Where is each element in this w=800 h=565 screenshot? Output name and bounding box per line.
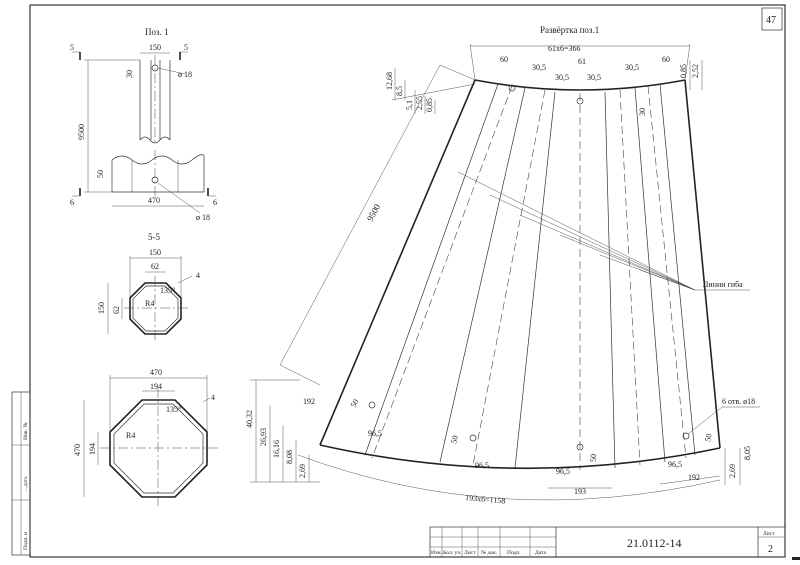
dev-left-bottom-3: 16,16 [272, 440, 281, 458]
pos1-dim-9500: 9500 [77, 124, 86, 140]
dev-left-bottom-1: 40,32 [245, 410, 254, 428]
section-55-chamfer: 135° [160, 286, 175, 295]
dev-bottom-96-5-c: 96,5 [556, 467, 570, 476]
dev-bottom-96-5-b: 96,5 [475, 461, 489, 470]
section-55-thickness: 4 [196, 271, 200, 280]
section-66-radius: R4 [126, 431, 135, 440]
dev-bottom-50-a: 50 [349, 398, 361, 409]
section-66-dim-470-left: 470 [73, 444, 82, 456]
sheet-label: Лист [763, 531, 775, 537]
dev-top-total: 61x6=366 [548, 44, 581, 53]
section-66-dim-194-top: 194 [150, 382, 162, 391]
section-55-dim-150-left: 150 [97, 302, 106, 314]
dev-right-dim-2: 2,52 [691, 64, 700, 78]
pos1-dim-30: 30 [125, 70, 134, 78]
title-col-list: Лист [464, 550, 476, 556]
title-block: Изм. Кол. уч. Лист № док. Подп. Дата 21.… [429, 526, 786, 558]
dev-left-dim-3: 5,1 [405, 100, 414, 110]
dev-top-60-left: 60 [500, 55, 508, 64]
page-number-box [761, 7, 783, 31]
corner-mark [792, 557, 800, 560]
dev-bottom-96-5-d: 96,5 [668, 460, 682, 469]
pos1-dim-470: 470 [148, 196, 160, 205]
page-number: 47 [766, 15, 776, 26]
dev-bottom-50-d: 50 [703, 433, 713, 443]
dev-top-30-5-b: 30,5 [555, 73, 569, 82]
dev-right-dim-1: 0,85 [679, 64, 688, 78]
section-55-dim-62-left: 62 [112, 306, 121, 314]
dev-left-dim-1: 12,68 [385, 72, 394, 90]
section-55-title: 5-5 [148, 232, 160, 242]
dev-top-60-right: 60 [662, 55, 670, 64]
pos1-hole-bottom: ø 18 [196, 213, 210, 222]
pos1-dim-150: 150 [149, 43, 161, 52]
dev-bottom-96-5-a: 96,5 [368, 429, 382, 438]
dev-top-30-5-c: 30,5 [587, 73, 601, 82]
side-stamp-label-1: Инв. № [23, 422, 29, 440]
section-mark-6-left: 6 [70, 198, 74, 207]
side-stamp: Инв. № …дата Подп. и [11, 391, 31, 556]
section-66-thickness: 4 [211, 393, 215, 402]
section-mark-6-right: 6 [213, 198, 217, 207]
section-6-6: 470 194 470 194 135° R4 4 [73, 368, 218, 508]
dev-bottom-193: 193 [574, 487, 586, 496]
dev-right-bottom-1: 8,05 [743, 446, 752, 460]
dev-top-30-5-d: 30,5 [625, 63, 639, 72]
section-55-dim-62-top: 62 [151, 262, 159, 271]
dev-top-30-5-a: 30,5 [532, 63, 546, 72]
section-66-dim-470-top: 470 [150, 368, 162, 377]
dev-left-dim-2: 8,5 [395, 86, 404, 96]
title-col-doc: № док. [481, 550, 498, 556]
side-stamp-label-3: Подп. и [23, 532, 29, 550]
dev-bottom-50-c: 50 [589, 454, 598, 462]
dev-right-30: 30 [638, 108, 647, 116]
title-col-kol: Кол. уч. [443, 550, 462, 556]
section-55-dim-150-top: 150 [149, 248, 161, 257]
pos1-title: Поз. 1 [145, 27, 169, 37]
section-mark-5-left: 5 [70, 43, 74, 52]
dev-left-bottom-4: 8,08 [285, 450, 294, 464]
pos1-hole-top: ø 18 [178, 70, 192, 79]
outer-frame [29, 4, 786, 558]
section-mark-5-right: 5 [184, 43, 188, 52]
section-5-5: 5-5 150 62 150 62 135° R4 4 [97, 232, 200, 342]
section-66-dim-194-left: 194 [88, 443, 97, 455]
dev-length-9500: 9500 [365, 202, 383, 223]
development-view: Развёртка поз.1 61x6=366 60 30,5 3 [245, 25, 760, 505]
dev-bottom-50-b: 50 [449, 434, 460, 444]
development-title: Развёртка поз.1 [540, 25, 599, 35]
sheet-number: 2 [768, 544, 773, 555]
title-col-date: Дата [535, 550, 547, 556]
section-55-radius: R4 [145, 299, 154, 308]
dev-bottom-192-left: 192 [303, 397, 315, 406]
dev-left-dim-5: 0,85 [425, 98, 434, 112]
dev-left-bottom-5: 2,69 [298, 464, 307, 478]
title-col-izm: Изм. [431, 550, 443, 556]
pos1-view: Поз. 1 5 5 150 ø 18 30 ø 18 [70, 27, 217, 222]
dev-right-bottom-2: 2,69 [728, 464, 737, 478]
dev-holes-label: 6 отв. ø18 [722, 397, 755, 406]
dev-left-bottom-2: 26,93 [259, 428, 268, 446]
section-66-chamfer: 135° [166, 405, 181, 414]
drawing-code: 21.0112-14 [627, 536, 682, 550]
dev-bottom-192-right: 192 [688, 473, 700, 482]
dev-bottom-total: 193x6=1158 [465, 493, 506, 505]
title-col-podp: Подп. [507, 550, 521, 556]
dev-top-61: 61 [578, 57, 586, 66]
pos1-dim-50: 50 [96, 170, 105, 178]
side-stamp-label-2: …дата [23, 476, 29, 492]
dev-bend-lines-label: Линии гиба [703, 280, 743, 289]
